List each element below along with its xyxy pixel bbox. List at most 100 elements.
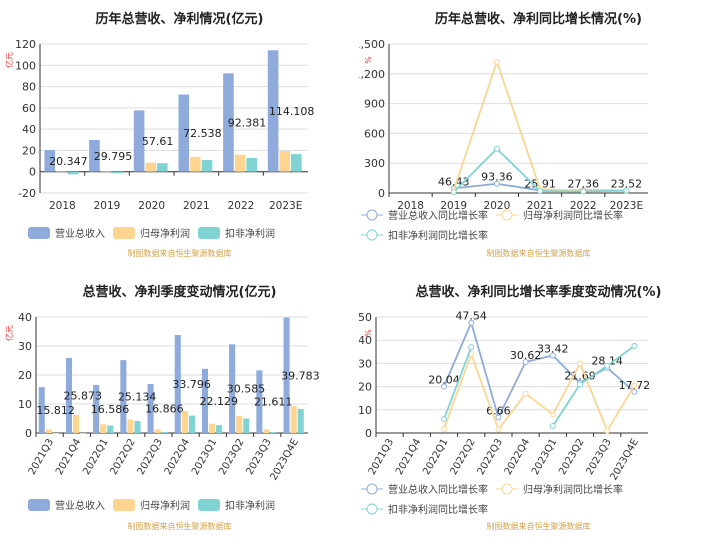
chart-title: 总营收、净利同比增长率季度变动情况(%) bbox=[415, 285, 662, 300]
data-label: 22.129 bbox=[200, 395, 239, 408]
data-point bbox=[522, 358, 529, 365]
data-point bbox=[604, 427, 611, 434]
source-note: 制图数据来自恒生聚源数据库 bbox=[486, 249, 591, 258]
bar bbox=[72, 414, 80, 433]
legend-marker bbox=[501, 483, 513, 495]
y-tick-label: 100 bbox=[15, 59, 36, 72]
bar bbox=[190, 156, 201, 172]
data-point bbox=[580, 188, 587, 195]
x-tick-label: 2022Q3 bbox=[476, 437, 505, 477]
y-tick-label: 80 bbox=[22, 81, 36, 94]
data-point bbox=[604, 362, 611, 369]
data-label: 20.347 bbox=[49, 155, 88, 168]
data-point bbox=[537, 188, 544, 195]
y-tick-label: -20 bbox=[18, 187, 36, 200]
y-tick-label: 900 bbox=[364, 98, 385, 111]
x-tick-label: 2021 bbox=[527, 200, 554, 212]
chart-annual-growth: 历年总营收、净利同比增长情况(%) 0 300 600 900 1,200 1,500% 20… bbox=[359, 0, 718, 273]
data-point bbox=[468, 319, 475, 326]
bar bbox=[154, 429, 161, 433]
legend-swatch bbox=[113, 227, 135, 239]
data-point bbox=[493, 58, 500, 65]
data-point bbox=[441, 416, 447, 423]
data-point bbox=[493, 180, 500, 187]
chart-quarterly-growth: 总营收、净利同比增长率季度变动情况(%) 0 10 20 30 40 50% 2021Q3 20… bbox=[359, 273, 718, 546]
x-tick-label: 2022Q1 bbox=[421, 437, 450, 477]
bar bbox=[133, 110, 145, 172]
bar bbox=[38, 387, 45, 433]
bar bbox=[107, 425, 114, 433]
data-label: 114.108 bbox=[269, 105, 315, 118]
bar bbox=[100, 424, 107, 433]
legend-label: 营业总收入 bbox=[55, 227, 105, 240]
legend-label: 扣非净利润 bbox=[225, 499, 275, 512]
legend-marker bbox=[501, 209, 513, 221]
series-line bbox=[452, 59, 627, 192]
x-tick-label: 2023Q1 bbox=[190, 437, 219, 477]
bar bbox=[223, 73, 234, 172]
data-label: 16.866 bbox=[145, 403, 184, 416]
y-tick-label: 0 bbox=[25, 427, 32, 440]
bar bbox=[283, 317, 290, 433]
data-point bbox=[577, 360, 583, 367]
bar bbox=[188, 415, 195, 433]
x-tick-label: 2023Q1 bbox=[530, 437, 559, 477]
bar bbox=[208, 423, 216, 433]
y-tick-label: 30 bbox=[359, 357, 372, 370]
bar bbox=[270, 432, 277, 433]
data-point bbox=[549, 352, 556, 359]
data-label: 15.812 bbox=[36, 404, 75, 417]
data-point bbox=[631, 388, 638, 395]
data-point bbox=[631, 382, 638, 389]
bar bbox=[112, 171, 123, 174]
bar bbox=[44, 150, 56, 172]
bar bbox=[236, 415, 243, 433]
y-tick-label: 60 bbox=[22, 102, 36, 115]
y-tick-label: 50 bbox=[359, 311, 372, 324]
data-point bbox=[623, 187, 630, 194]
source-note: 制图数据来自恒生聚源数据库 bbox=[486, 522, 591, 531]
legend-marker bbox=[366, 503, 378, 515]
legend-label: 扣非净利润同比增长率 bbox=[388, 503, 488, 516]
x-tick-label: 2023Q4E bbox=[608, 437, 641, 482]
data-label: 33.796 bbox=[172, 378, 211, 391]
legend-swatch bbox=[198, 499, 220, 511]
source-note: 制图数据来自恒生聚源数据库 bbox=[127, 249, 232, 258]
x-tick-label: 2021Q4 bbox=[54, 437, 83, 477]
data-point bbox=[495, 426, 502, 433]
y-tick-label: 120 bbox=[15, 38, 36, 51]
y-tick-label: 0 bbox=[29, 166, 36, 179]
x-tick-label: 2022 bbox=[228, 200, 255, 212]
legend-label: 扣非净利润 bbox=[225, 227, 275, 240]
x-tick-label: 2018 bbox=[397, 200, 424, 212]
data-point bbox=[577, 381, 583, 388]
bar bbox=[201, 368, 208, 433]
bar bbox=[216, 425, 223, 433]
bar bbox=[267, 50, 279, 172]
bar bbox=[134, 421, 141, 433]
data-label: 25.873 bbox=[64, 389, 103, 402]
data-label: 20.04 bbox=[428, 374, 460, 387]
legend-label: 营业总收入 bbox=[55, 499, 105, 512]
x-tick-label: 2018 bbox=[49, 200, 76, 212]
chart-quarterly-revenue-profit: 总营收、净利季度变动情况(亿元) 0 10 20 30 40 亿元 2021Q3 2021Q4 2… bbox=[0, 273, 359, 546]
source-note: 制图数据来自恒生聚源数据库 bbox=[127, 522, 232, 531]
series-line bbox=[443, 320, 635, 421]
data-label: 33.42 bbox=[537, 342, 569, 355]
data-label: 39.783 bbox=[281, 369, 320, 382]
y-axis-label: % bbox=[364, 329, 373, 337]
y-tick-label: 1,500 bbox=[359, 38, 385, 51]
x-tick-label: 2022Q2 bbox=[108, 437, 137, 477]
x-tick-label: 2023Q2 bbox=[217, 437, 246, 477]
data-point bbox=[549, 423, 556, 430]
data-label: 27.36 bbox=[568, 177, 600, 190]
chart-title: 历年总营收、净利情况(亿元) bbox=[95, 12, 264, 27]
data-label: 72.538 bbox=[183, 127, 222, 140]
bar bbox=[52, 433, 59, 434]
x-tick-label: 2023Q3 bbox=[244, 437, 273, 477]
bar bbox=[178, 94, 190, 172]
legend-label: 归母净利润同比增长率 bbox=[523, 483, 623, 496]
data-label: 23.52 bbox=[611, 178, 643, 191]
y-tick-label: 300 bbox=[364, 157, 385, 170]
series-line bbox=[443, 345, 635, 427]
